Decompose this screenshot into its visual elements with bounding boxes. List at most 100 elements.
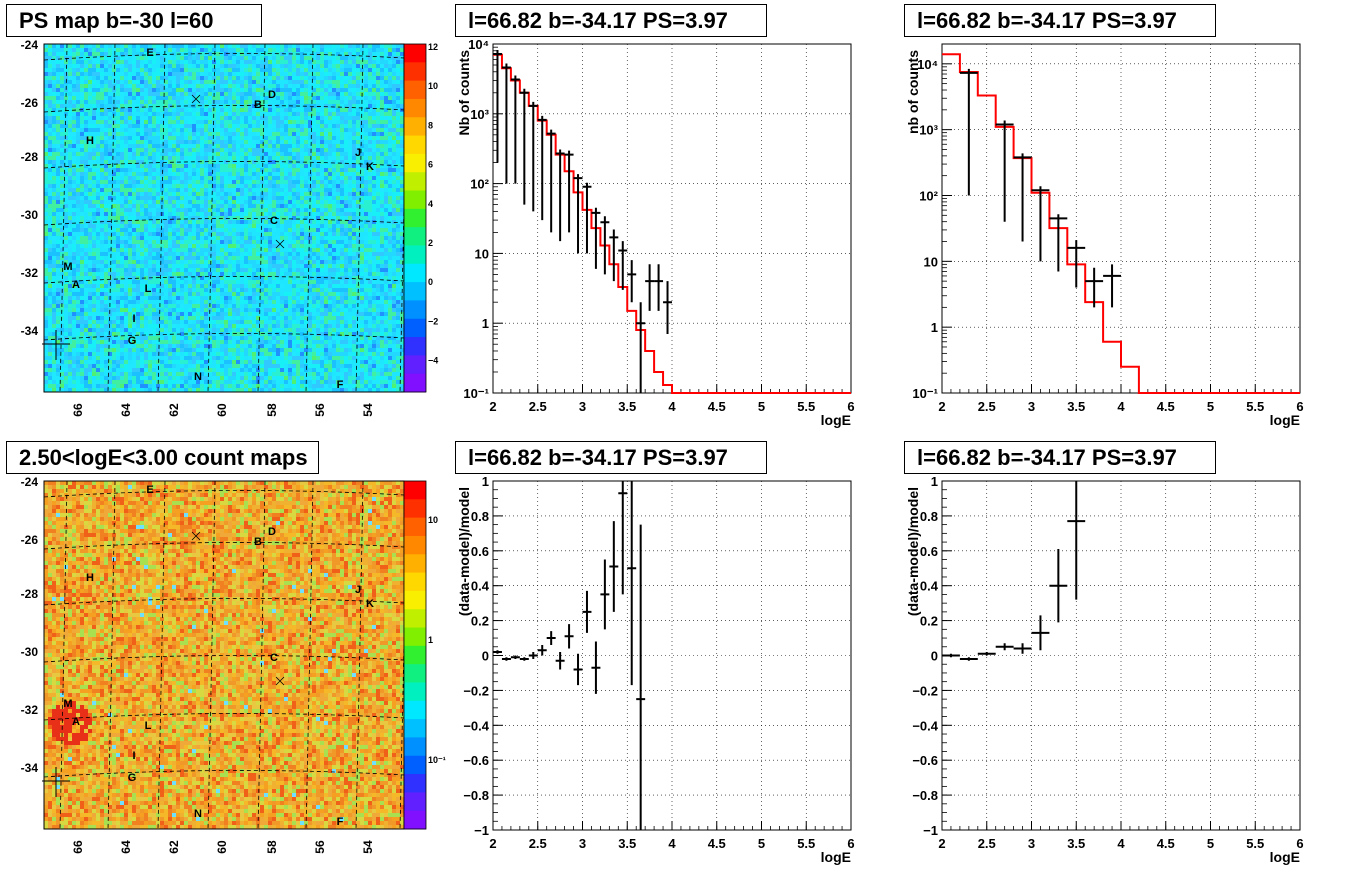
residual-right-y-tick-label: 0.8 bbox=[920, 509, 938, 524]
residual-right-title: l=66.82 b=-34.17 PS=3.97 bbox=[904, 441, 1216, 474]
spectrum-right-x-tick-label: 4 bbox=[1117, 399, 1125, 414]
ps-map-title: PS map b=-30 l=60 bbox=[6, 4, 262, 37]
ps-map-x-tick: 62 bbox=[167, 403, 181, 417]
ps-colorbar-tick: 2 bbox=[428, 238, 433, 248]
residual-right-y-tick-label: −0.8 bbox=[912, 788, 938, 803]
residual-right-y-tick-label: 0.6 bbox=[920, 544, 938, 559]
residual-left-data-point bbox=[591, 641, 601, 694]
spectrum-left-data-point bbox=[546, 129, 556, 233]
residual-left-data-point bbox=[519, 657, 529, 661]
spectrum-right-x-tick-label: 5.5 bbox=[1246, 399, 1264, 414]
ps-source-label: M bbox=[63, 261, 72, 273]
residual-right-data-point bbox=[1031, 615, 1050, 651]
residual-right-data-point bbox=[1013, 643, 1032, 654]
count-source-label: B bbox=[254, 536, 262, 548]
count-colorbar-frame bbox=[403, 480, 427, 830]
residual-left-x-tick-label: 4 bbox=[668, 836, 676, 851]
residual-right-x-tick-label: 5.5 bbox=[1246, 836, 1264, 851]
ps-source-label: A bbox=[72, 279, 80, 291]
residual-left-data-point bbox=[618, 481, 628, 595]
residual-right-y-tick-label: −0.2 bbox=[912, 683, 938, 698]
ps-colorbar-tick: 12 bbox=[428, 42, 438, 52]
count-map-x-tick: 58 bbox=[265, 840, 279, 854]
count-map-y-tick: -32 bbox=[21, 703, 39, 717]
residual-right-x-tick-label: 3 bbox=[1028, 836, 1035, 851]
spectrum-right-data-point bbox=[1067, 240, 1086, 288]
spectrum-left-x-tick-label: 5 bbox=[758, 399, 765, 414]
spectrum-left-data-point bbox=[618, 241, 628, 290]
spectrum-left-frame bbox=[492, 43, 852, 394]
spectrum-right-data-point bbox=[1049, 214, 1068, 272]
ps-map-y-tick: -30 bbox=[21, 208, 39, 222]
spectrum-right-data-point bbox=[959, 68, 978, 196]
spectrum-left-x-tick-label: 6 bbox=[847, 399, 854, 414]
residual-left-x-tick-label: 5.5 bbox=[797, 836, 815, 851]
count-source-label: L bbox=[145, 720, 152, 732]
ps-source-label: L bbox=[145, 283, 152, 295]
count-map-y-tick: -30 bbox=[21, 645, 39, 659]
residual-right-y-tick-label: 0.4 bbox=[920, 579, 939, 594]
count-source-label: G bbox=[128, 772, 137, 784]
count-map-y-tick: -24 bbox=[21, 475, 39, 489]
residual-left-x-tick-label: 4.5 bbox=[708, 836, 726, 851]
count-map-meridian bbox=[59, 480, 68, 830]
residual-left-xlabel: logE bbox=[821, 849, 851, 865]
spectrum-left-panel: 2 2.5 3 3.5 4 4.5 5 5.5 6 10⁴ 10³ 10² 10 1 10⁻¹ logE Nb … bbox=[456, 37, 855, 428]
ps-map-crosshair bbox=[42, 330, 70, 360]
ps-source-label: D bbox=[268, 89, 276, 101]
residual-right-data-point bbox=[959, 657, 978, 661]
count-map-y-tick: -34 bbox=[21, 761, 39, 775]
spectrum-right-x-tick-label: 2 bbox=[938, 399, 945, 414]
count-source-label: F bbox=[337, 816, 344, 828]
spectrum-left-data-point bbox=[493, 49, 502, 163]
ps-map-x-tick: 58 bbox=[265, 403, 279, 417]
spectrum-left-x-tick-label: 5.5 bbox=[797, 399, 815, 414]
count-map-marker bbox=[191, 531, 201, 541]
ps-map-meridian bbox=[305, 43, 314, 393]
spectrum-left-model-step bbox=[493, 53, 851, 394]
ps-source-label: E bbox=[146, 47, 153, 59]
residual-right-x-tick-label: 3.5 bbox=[1067, 836, 1085, 851]
spectrum-left-data-point bbox=[564, 150, 574, 233]
count-source-label: I bbox=[132, 750, 135, 762]
spectrum-left-x-tick-label: 4 bbox=[668, 399, 676, 414]
residual-right-y-tick-label: −0.4 bbox=[912, 718, 938, 733]
spectrum-right-x-tick-label: 6 bbox=[1296, 399, 1303, 414]
count-colorbar-tick: 10 bbox=[428, 515, 438, 525]
ps-source-label: C bbox=[270, 215, 278, 227]
spectrum-right-ylabel: nb of counts bbox=[905, 50, 921, 134]
spectrum-left-data-point bbox=[573, 174, 583, 254]
spectrum-left-data-point bbox=[636, 302, 646, 393]
ps-colorbar-tick: 8 bbox=[428, 120, 433, 130]
count-map-title: 2.50<logE<3.00 count maps bbox=[6, 441, 319, 474]
spectrum-left-x-tick-label: 2.5 bbox=[529, 399, 547, 414]
residual-left-x-tick-label: 2.5 bbox=[529, 836, 547, 851]
residual-right-x-tick-label: 4 bbox=[1117, 836, 1125, 851]
spectrum-right-y-tick-label: 10⁻¹ bbox=[912, 386, 938, 401]
residual-right-data-point bbox=[995, 643, 1014, 651]
spectrum-right-y-tick-label: 1 bbox=[931, 320, 938, 335]
count-map-x-tick: 60 bbox=[215, 840, 229, 854]
ps-source-label: F bbox=[337, 379, 344, 391]
residual-left-data-point bbox=[528, 652, 538, 659]
ps-source-label: B bbox=[254, 99, 262, 111]
count-source-label: H bbox=[86, 572, 94, 584]
residual-left-x-tick-label: 3 bbox=[579, 836, 586, 851]
residual-left-y-tick-label: −0.8 bbox=[463, 788, 489, 803]
residual-left-x-tick-label: 5 bbox=[758, 836, 765, 851]
count-map-panel: 66 64 62 60 58 56 54 -24 -26 -28 -30 -32 -34 E DB H JK C M… bbox=[21, 475, 408, 854]
spectrum-right-data-point bbox=[1013, 153, 1032, 242]
count-map-x-tick: 64 bbox=[119, 840, 133, 854]
ps-map-y-tick: -28 bbox=[21, 150, 39, 164]
spectrum-left-y-tick-label: 10 bbox=[475, 246, 489, 261]
residual-right-data-point bbox=[977, 652, 996, 656]
spectrum-left-x-tick-label: 2 bbox=[489, 399, 496, 414]
count-source-label: N bbox=[194, 808, 202, 820]
ps-colorbar-frame bbox=[403, 43, 427, 393]
ps-source-label: N bbox=[194, 371, 202, 383]
count-map-x-tick: 62 bbox=[167, 840, 181, 854]
residual-left-data-point bbox=[636, 524, 646, 830]
ps-colorbar-tick: 10 bbox=[428, 81, 438, 91]
spectrum-right-data-point bbox=[1085, 267, 1104, 308]
spectrum-left-data-point bbox=[555, 149, 565, 242]
